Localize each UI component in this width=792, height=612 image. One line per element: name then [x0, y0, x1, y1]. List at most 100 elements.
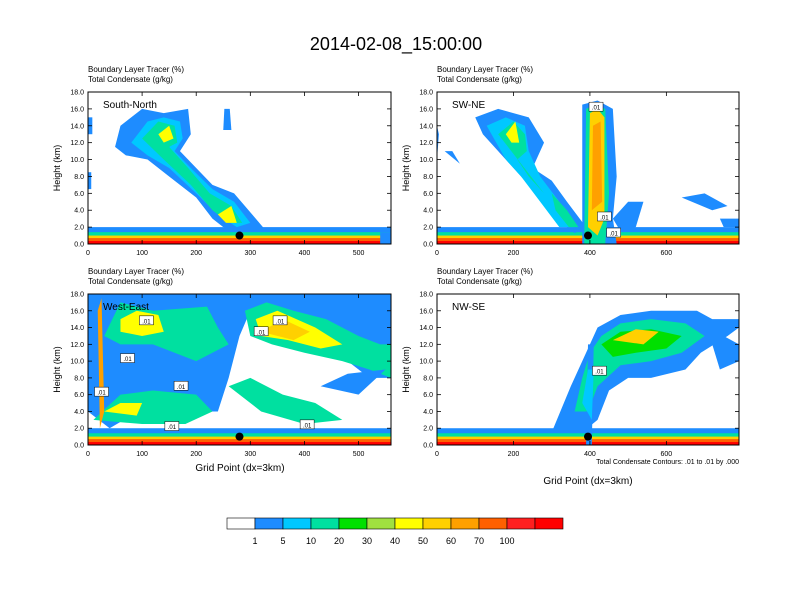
- location-marker: [584, 231, 592, 240]
- contour-label-text: .01: [276, 319, 285, 325]
- contour-label-box: [597, 211, 612, 222]
- y-tick-label: 16.0: [70, 308, 84, 315]
- x-tick-label: 0: [435, 451, 439, 458]
- y-tick-label: 4.0: [74, 208, 84, 215]
- contour-label-box: [120, 353, 135, 363]
- x-tick-label: 400: [584, 451, 596, 458]
- y-tick-label: 18.0: [70, 90, 84, 97]
- tracer-field-region: [142, 121, 243, 223]
- x-tick-label: 400: [584, 250, 596, 257]
- panel-header-line: Total Condensate (g/kg): [88, 75, 173, 84]
- y-tick-label: 16.0: [419, 106, 433, 113]
- tracer-field-region: [93, 390, 213, 425]
- colorbar-swatch: [282, 517, 312, 530]
- contour-label-box: [299, 419, 315, 430]
- y-tick-label: 8.0: [74, 375, 84, 382]
- contour-label: .01: [299, 419, 315, 430]
- tracer-field-region: [681, 193, 728, 211]
- colorbar-swatch: [366, 517, 396, 530]
- panel-header-line: Boundary Layer Tracer (%): [88, 65, 184, 74]
- contour-label-text: .01: [168, 425, 177, 431]
- colorbar-swatch: [254, 517, 284, 530]
- plot-frame: [436, 293, 740, 446]
- y-axis-label: Height (km): [52, 145, 62, 192]
- contour-label: .01: [139, 315, 154, 325]
- contour-label: .01: [173, 381, 189, 391]
- y-tick-label: 10.0: [419, 359, 433, 366]
- x-tick-label: 300: [244, 451, 256, 458]
- contour-label: .01: [120, 353, 135, 363]
- colorbar-label: 5: [280, 536, 285, 546]
- x-tick-label: 100: [136, 250, 148, 257]
- panel-west-east: .01 .01 .01 .01 .01 .01 .01 .01 West-East Boundar…: [52, 267, 392, 458]
- y-tick-label: 4.0: [423, 208, 433, 215]
- tracer-field-region: [551, 193, 579, 228]
- colorbar-label: 100: [499, 536, 514, 546]
- y-tick-label: 6.0: [423, 191, 433, 198]
- x-tick-label: 200: [190, 250, 202, 257]
- contour-label-box: [272, 315, 288, 326]
- contour-label: .01: [272, 315, 288, 326]
- panel-name: West-East: [103, 302, 149, 313]
- x-tick-label: 0: [435, 250, 439, 257]
- x-tick-label: 500: [353, 250, 365, 257]
- contour-label-text: .01: [97, 391, 106, 397]
- x-tick-label: 200: [190, 451, 202, 458]
- y-axis-label: Height (km): [401, 346, 411, 393]
- colorbar-label: 60: [446, 536, 456, 546]
- contour-label: .01: [597, 211, 612, 222]
- y-axis-label: Height (km): [52, 346, 62, 393]
- panel-header-line: Total Condensate (g/kg): [88, 277, 173, 286]
- contour-label-text: .01: [609, 232, 618, 238]
- location-marker: [235, 231, 244, 240]
- colorbar-swatch: [310, 517, 340, 530]
- x-axis-label-left: Grid Point (dx=3km): [195, 463, 284, 474]
- panel-nw-se: .01 NW-SE Boundary Layer Tracer (%)Total C…: [401, 267, 740, 458]
- y-tick-label: 14.0: [419, 325, 433, 332]
- panel-south-north: South-North Boundary Layer Tracer (%)Tota…: [52, 65, 392, 257]
- panel-sw-ne: .01 .01 .01 SW-NE Boundary Layer Tracer (%)T…: [401, 65, 740, 257]
- y-tick-label: 0.0: [74, 242, 84, 249]
- plot-frame: [436, 91, 740, 245]
- panel-header-line: Boundary Layer Tracer (%): [88, 267, 184, 276]
- colorbar-label: 1: [252, 536, 257, 546]
- field-layer: [88, 108, 391, 244]
- contour-label-text: .01: [257, 330, 266, 336]
- boundary-band: [88, 241, 391, 244]
- contour-label: .01: [253, 326, 269, 336]
- colorbar-label: 30: [362, 536, 372, 546]
- field-layer: .01 .01 .01 .01 .01 .01 .01 .01: [88, 294, 391, 445]
- colorbar: 1 5 10 20 30 40 50 60 70 100: [226, 517, 564, 546]
- contour-label-box: [588, 101, 604, 112]
- tracer-field-region: [380, 232, 391, 244]
- y-tick-label: 8.0: [74, 174, 84, 181]
- tracer-field-region: [320, 369, 386, 395]
- y-tick-label: 14.0: [70, 325, 84, 332]
- contour-label: .01: [592, 365, 607, 376]
- tracer-field-region: [223, 108, 232, 130]
- y-tick-label: 16.0: [70, 106, 84, 113]
- tracer-field-region: [228, 377, 343, 425]
- y-tick-label: 18.0: [70, 292, 84, 299]
- colorbar-label: 70: [474, 536, 484, 546]
- y-tick-label: 12.0: [419, 140, 433, 147]
- x-tick-label: 400: [299, 451, 311, 458]
- y-tick-label: 2.0: [423, 225, 433, 232]
- contour-label-text: .01: [600, 215, 609, 221]
- colorbar-swatch: [450, 517, 480, 530]
- contour-note: Total Condensate Contours: .01 to .01 by…: [596, 459, 739, 466]
- contour-label-text: .01: [142, 319, 151, 325]
- y-tick-label: 18.0: [419, 292, 433, 299]
- tracer-field-region: [217, 206, 237, 223]
- colorbar-swatch: [534, 517, 564, 530]
- contour-label-box: [592, 365, 607, 376]
- tracer-field-region: [104, 403, 143, 416]
- colorbar-swatch: [394, 517, 424, 530]
- contour-label-box: [606, 227, 621, 238]
- tracer-field-region: [505, 121, 520, 143]
- panel-name: SW-NE: [452, 100, 485, 111]
- contour-label: .01: [94, 386, 109, 397]
- colorbar-swatch: [226, 517, 256, 530]
